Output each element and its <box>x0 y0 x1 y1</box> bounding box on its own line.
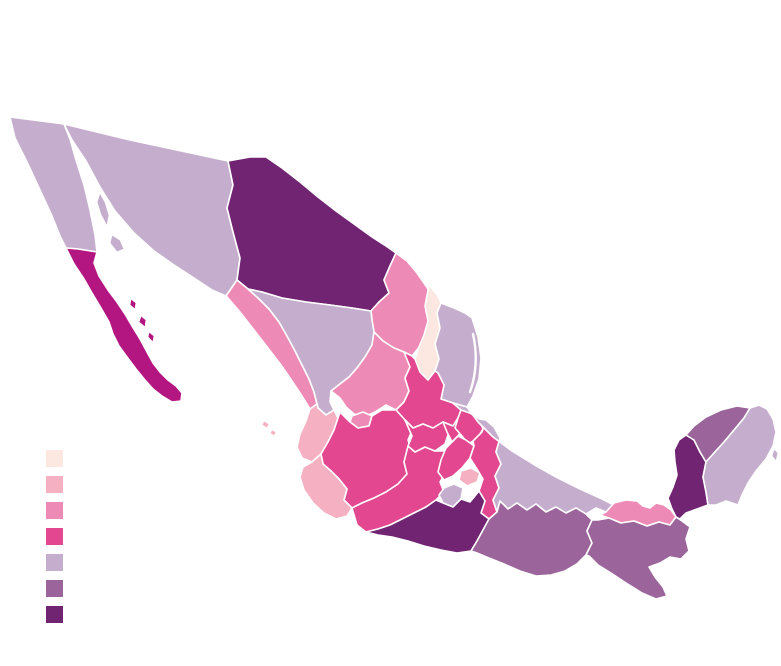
isla-tiburon <box>109 234 125 253</box>
legend-swatch-3 <box>46 502 63 519</box>
bcs-gulf-island <box>138 315 147 328</box>
state-chiapas[interactable] <box>585 516 691 600</box>
isla-cozumel <box>771 448 779 462</box>
state-quintana-roo[interactable] <box>702 404 777 506</box>
islas-marias <box>269 429 277 437</box>
state-mexico-state[interactable] <box>437 435 475 481</box>
legend-swatch-1 <box>46 450 63 467</box>
tamaulipas-lagoon <box>468 332 477 394</box>
islas-marias <box>261 420 270 429</box>
legend-swatch-7 <box>46 606 63 623</box>
legend <box>46 450 63 632</box>
state-chihuahua[interactable] <box>226 156 397 312</box>
legend-swatch-4 <box>46 528 63 545</box>
bcs-gulf-island <box>129 298 137 310</box>
state-guanajuato[interactable] <box>404 419 450 453</box>
isla-angel-de-la-guarda <box>96 192 110 227</box>
legend-swatch-2 <box>46 476 63 493</box>
state-guerrero[interactable] <box>365 490 490 554</box>
state-colima[interactable] <box>299 453 353 520</box>
legend-swatch-6 <box>46 580 63 597</box>
state-baja-california-sur[interactable] <box>65 247 183 403</box>
state-cdmx[interactable] <box>458 467 481 487</box>
legend-swatch-5 <box>46 554 63 571</box>
bcs-gulf-island <box>147 331 155 343</box>
